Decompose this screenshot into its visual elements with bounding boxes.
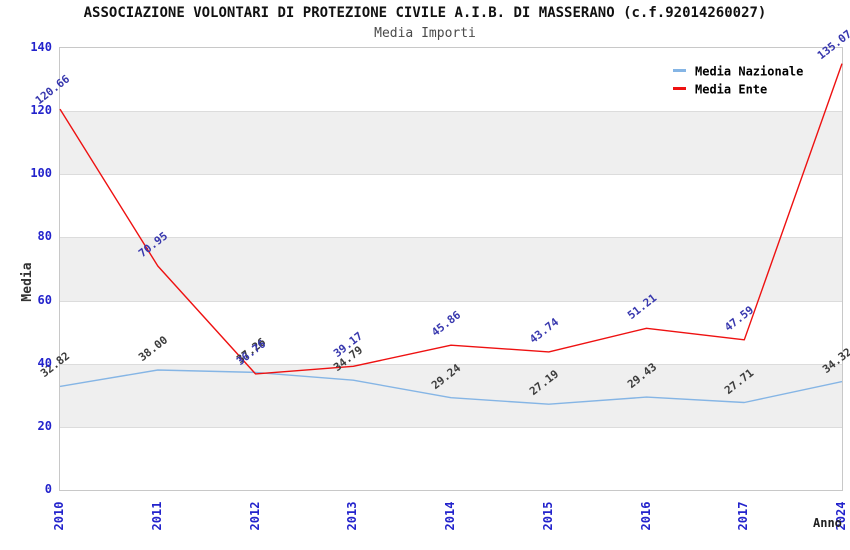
plot-band: [60, 111, 842, 175]
y-tick-label: 140: [30, 40, 52, 54]
x-tick-label: 2012: [247, 501, 262, 531]
legend-swatch-icon: [673, 69, 686, 72]
gridline: [60, 426, 842, 428]
gridline: [60, 174, 842, 176]
legend-label: Media Ente: [695, 82, 768, 97]
gridline: [60, 111, 842, 113]
plot-band: [60, 363, 842, 427]
gridline: [60, 363, 842, 365]
plot-band: [60, 237, 842, 301]
y-tick-label: 0: [44, 482, 52, 496]
legend-label: Media Nazionale: [695, 64, 804, 79]
legend: Media Nazionale Media Ente: [673, 62, 803, 98]
y-tick-label: 120: [30, 103, 52, 118]
y-axis-title: Media: [20, 262, 35, 302]
y-tick-label: 100: [30, 166, 52, 181]
y-tick-label: 60: [37, 292, 52, 307]
x-tick-label: 2010: [52, 501, 66, 531]
chart-subtitle: Media Importi: [374, 26, 476, 41]
x-tick-label: 2013: [345, 501, 360, 531]
series-line-media-ente: [59, 63, 843, 375]
chart-title: ASSOCIAZIONE VOLONTARI DI PROTEZIONE CIV…: [83, 5, 767, 21]
series-line-media-nazionale: [59, 369, 843, 405]
legend-item: Media Ente: [673, 80, 803, 98]
line-chart-svg: [59, 63, 843, 405]
y-tick-label: 40: [37, 355, 52, 370]
x-tick-label: 2011: [149, 501, 164, 531]
x-tick-label: 2015: [540, 501, 555, 531]
x-axis-title: Anno: [813, 516, 842, 530]
gridline: [60, 237, 842, 239]
x-tick-label: 2016: [638, 501, 653, 531]
y-tick-label: 80: [37, 229, 52, 244]
plot-area: 32.82 38.00 37.26 34.79 29.24 27.19 29.43 27.71…: [33, 27, 850, 491]
y-tick-label: 20: [37, 418, 52, 433]
x-tick-label: 2014: [443, 501, 457, 531]
legend-item: Media Nazionale: [673, 62, 803, 80]
gridline: [60, 300, 842, 302]
x-tick-label: 2017: [736, 501, 751, 531]
legend-swatch-icon: [673, 87, 686, 90]
